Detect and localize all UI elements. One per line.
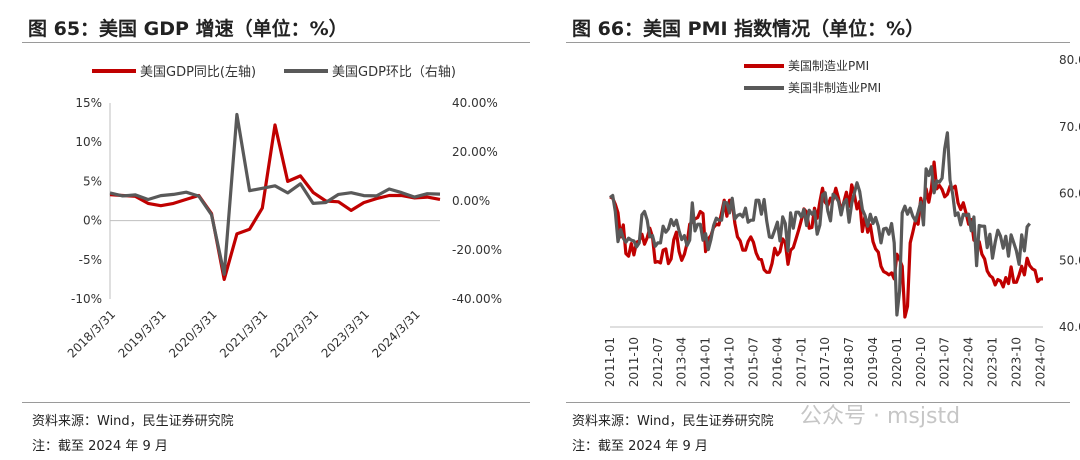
x-tick-label: 2012-07	[651, 337, 665, 387]
x-tick-label: 2019-04	[866, 337, 880, 387]
pmi-source-note: 资料来源：Wind，民生证券研究院	[572, 414, 774, 429]
source-divider	[22, 402, 530, 403]
x-tick-label: 2020-10	[914, 337, 928, 387]
legend-label: 美国制造业PMI	[788, 59, 869, 73]
x-tick-label: 2020/3/31	[166, 307, 219, 360]
x-tick-label: 2020-01	[890, 337, 904, 387]
pmi-date-note: 注：截至 2024 年 9 月	[572, 439, 708, 454]
legend-label: 美国GDP同比(左轴)	[140, 65, 256, 80]
y-tick-label: 50.00	[1059, 253, 1080, 267]
title-divider	[566, 42, 1070, 43]
y-tick-label: 70.00	[1059, 120, 1080, 134]
legend-label: 美国非制造业PMI	[788, 81, 881, 95]
left-y-tick-label: 0%	[83, 214, 102, 228]
x-tick-label: 2023-10	[1009, 337, 1023, 387]
gdp-source-note: 资料来源：Wind，民生证券研究院	[32, 414, 234, 429]
left-y-tick-label: 5%	[83, 174, 102, 188]
x-tick-label: 2017-10	[818, 337, 832, 387]
pmi-chart-title: 图 66：美国 PMI 指数情况（单位：%）	[572, 18, 925, 40]
pmi-panel: 图 66：美国 PMI 指数情况（单位：%） 80.00 70.00 60.00 50…	[562, 0, 1080, 460]
left-y-tick-label: -5%	[79, 253, 102, 267]
right-y-tick-label: 20.00%	[452, 145, 498, 159]
gdp-panel: 图 65：美国 GDP 增速（单位：%） 15% 10% 5% 0% -5% -10% 40…	[0, 0, 530, 460]
right-y-tick-label: -20.00%	[452, 243, 502, 257]
left-y-tick-label: 10%	[75, 135, 102, 149]
gdp-yoy-line	[109, 123, 441, 281]
x-tick-label: 2016-04	[770, 337, 784, 387]
x-tick-label: 2023/3/31	[319, 307, 372, 360]
left-y-tick-label: -10%	[71, 292, 102, 306]
legend-label: 美国GDP环比（右轴)	[332, 65, 456, 80]
watermark: 公众号 · msjstd	[800, 404, 961, 429]
x-tick-label: 2024/3/31	[369, 307, 422, 360]
right-y-tick-label: 40.00%	[452, 96, 498, 110]
source-divider	[566, 402, 1070, 403]
gdp-chart-title: 图 65：美国 GDP 增速（单位：%）	[28, 18, 348, 40]
x-tick-label: 2013-04	[675, 337, 689, 387]
gdp-qoq-line	[109, 112, 441, 276]
title-divider	[22, 42, 530, 43]
x-tick-label: 2024-07	[1033, 337, 1047, 387]
left-y-tick-label: 15%	[75, 96, 102, 110]
x-tick-label: 2017-01	[794, 337, 808, 387]
right-y-tick-label: 0.00%	[452, 194, 490, 208]
x-tick-label: 2018-07	[842, 337, 856, 387]
non-manufacturing-pmi-line	[609, 131, 1031, 317]
right-y-tick-label: -40.00%	[452, 292, 502, 306]
x-tick-label: 2018/3/31	[65, 307, 118, 360]
gdp-chart: 15% 10% 5% 0% -5% -10% 40.00% 20.00% 0.00% -20.00…	[65, 65, 502, 361]
x-tick-label: 2021/3/31	[217, 307, 270, 360]
x-tick-label: 2011-01	[603, 337, 617, 387]
x-tick-label: 2022/3/31	[268, 307, 321, 360]
y-tick-label: 60.00	[1059, 187, 1080, 201]
x-tick-label: 2014-01	[699, 337, 713, 387]
x-tick-label: 2021-07	[938, 337, 952, 387]
pmi-chart: 80.00 70.00 60.00 50.00 40.00 2011-01 2011-10 2…	[603, 53, 1080, 387]
x-tick-label: 2023-01	[986, 337, 1000, 387]
x-tick-label: 2022-04	[962, 337, 976, 387]
y-tick-label: 80.00	[1059, 53, 1080, 67]
x-tick-label: 2019/3/31	[115, 307, 168, 360]
x-tick-label: 2015-07	[746, 337, 760, 387]
y-tick-label: 40.00	[1059, 320, 1080, 334]
gdp-date-note: 注：截至 2024 年 9 月	[32, 439, 168, 454]
x-tick-label: 2014-10	[723, 337, 737, 387]
x-tick-label: 2011-10	[627, 337, 641, 387]
